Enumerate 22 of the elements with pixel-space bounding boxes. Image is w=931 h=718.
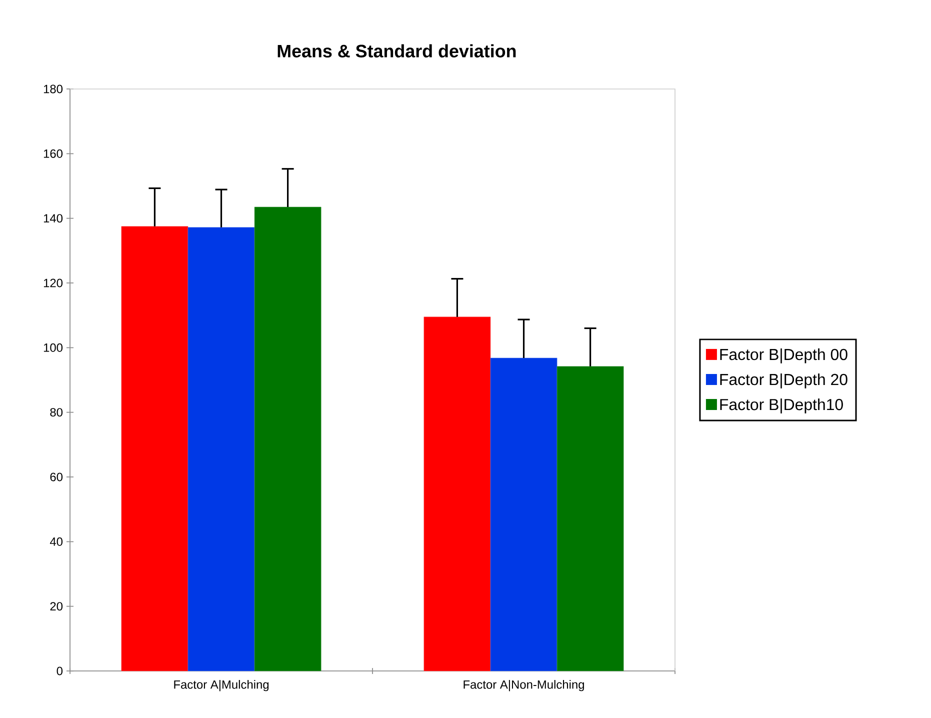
bar <box>188 227 255 672</box>
chart-title: Means & Standard deviation <box>278 44 516 58</box>
bar <box>556 366 624 672</box>
bar <box>121 226 188 672</box>
legend-label: Factor B|Depth 00 <box>720 348 848 364</box>
x-tick-label: Factor A|Non-Mulching <box>464 680 584 692</box>
y-tick-label: 160 <box>44 149 63 158</box>
bar <box>490 358 558 672</box>
y-tick-label: 80 <box>50 408 63 417</box>
legend-label: Factor B|Depth10 <box>720 398 843 414</box>
x-tick-label: Factor A|Mulching <box>174 680 269 692</box>
y-tick-label: 20 <box>50 602 63 611</box>
y-tick-label: 40 <box>50 537 63 546</box>
legend-label: Factor B|Depth 20 <box>720 373 848 388</box>
bar <box>254 206 322 672</box>
y-tick-label: 100 <box>44 343 63 352</box>
y-tick-label: 140 <box>44 214 63 223</box>
y-tick-label: 0 <box>56 666 63 676</box>
y-tick-label: 60 <box>50 472 63 482</box>
y-tick-label: 120 <box>44 278 63 288</box>
y-tick-label: 180 <box>44 84 63 94</box>
bar <box>424 316 491 672</box>
